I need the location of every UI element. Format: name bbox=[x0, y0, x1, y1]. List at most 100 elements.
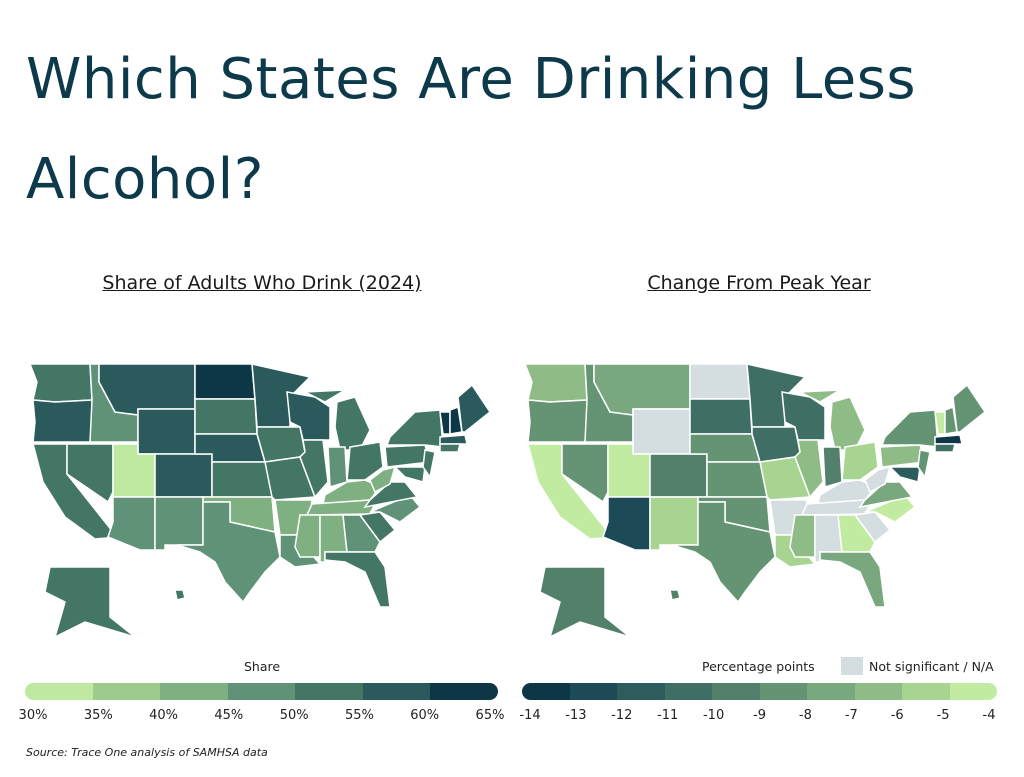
legend-swatch bbox=[92, 683, 161, 700]
state-tn bbox=[800, 499, 871, 516]
state-ms bbox=[294, 514, 321, 558]
legend-tick-label: -13 bbox=[565, 708, 587, 723]
state-ny bbox=[385, 409, 444, 448]
state-oh bbox=[346, 441, 384, 481]
state-mi bbox=[829, 396, 866, 451]
legend-tick-label: -12 bbox=[611, 708, 633, 723]
legend-swatch bbox=[160, 683, 228, 700]
state-nj bbox=[422, 449, 436, 479]
legend-swatch bbox=[854, 683, 902, 700]
not-significant-swatch bbox=[841, 657, 863, 675]
state-md bbox=[393, 466, 426, 483]
state-wa bbox=[523, 363, 588, 403]
not-significant-label: Not significant / N/A bbox=[869, 659, 994, 674]
legend-tick-label: 30% bbox=[18, 708, 48, 723]
legend-tick-label: -8 bbox=[798, 708, 812, 723]
state-ga bbox=[837, 514, 876, 553]
legend-swatch bbox=[295, 683, 363, 700]
state-hi bbox=[174, 589, 186, 601]
legend-tick-label: -7 bbox=[844, 708, 858, 723]
legend-tick-label: -14 bbox=[519, 708, 541, 723]
state-hi bbox=[669, 589, 681, 601]
legend-tick-label: -10 bbox=[702, 708, 725, 723]
share-legend-title: Share bbox=[244, 659, 281, 674]
legend-swatch bbox=[759, 683, 807, 700]
legend-swatch bbox=[949, 683, 997, 700]
state-md bbox=[888, 466, 921, 483]
state-co bbox=[649, 453, 708, 498]
state-ma bbox=[439, 434, 468, 445]
state-mt bbox=[593, 363, 691, 416]
legend-tick-label: 55% bbox=[344, 708, 374, 723]
state-tx bbox=[671, 501, 776, 604]
state-miu bbox=[797, 389, 841, 403]
state-az bbox=[107, 496, 156, 551]
legend-swatch bbox=[227, 683, 296, 700]
legend-swatch bbox=[902, 683, 950, 700]
state-az bbox=[602, 496, 651, 551]
state-me bbox=[952, 383, 987, 433]
state-me bbox=[457, 383, 492, 433]
state-ct bbox=[934, 443, 956, 453]
state-wv bbox=[369, 465, 397, 494]
state-wy bbox=[632, 408, 691, 455]
state-mi bbox=[334, 396, 371, 451]
share-map bbox=[28, 363, 492, 639]
legend-tick-label: -11 bbox=[657, 708, 679, 723]
change-map bbox=[523, 363, 987, 639]
state-in bbox=[822, 446, 843, 488]
state-nv bbox=[66, 443, 114, 504]
state-wa bbox=[28, 363, 93, 403]
state-ny bbox=[880, 409, 939, 448]
state-ct bbox=[439, 443, 461, 453]
legend-tick-label: 35% bbox=[83, 708, 113, 723]
legend-tick-label: 40% bbox=[149, 708, 179, 723]
state-oh bbox=[841, 441, 879, 481]
state-nm bbox=[649, 496, 699, 551]
state-il bbox=[794, 439, 824, 499]
left-map-title: Share of Adults Who Drink (2024) bbox=[102, 272, 422, 294]
state-sc bbox=[853, 511, 892, 544]
legend-tick-label: -5 bbox=[936, 708, 950, 723]
state-ak bbox=[539, 566, 631, 639]
page-title: Which States Are Drinking Less Alcohol? bbox=[26, 47, 917, 212]
legend-swatch bbox=[25, 683, 93, 700]
state-fl bbox=[324, 551, 391, 608]
legend-tick-label: -9 bbox=[753, 708, 766, 723]
share-legend-bar bbox=[25, 683, 498, 700]
legend-swatch bbox=[617, 683, 665, 700]
state-sc bbox=[358, 511, 397, 544]
state-miu bbox=[302, 389, 346, 403]
state-ak bbox=[44, 566, 136, 639]
state-tn bbox=[305, 499, 376, 516]
legend-swatch bbox=[712, 683, 760, 700]
state-mo bbox=[759, 456, 812, 501]
state-in bbox=[327, 446, 348, 488]
state-ks bbox=[706, 461, 768, 498]
state-ma bbox=[934, 434, 963, 445]
state-nd bbox=[689, 363, 751, 400]
state-mo bbox=[264, 456, 317, 501]
state-or bbox=[527, 399, 589, 443]
source-note: Source: Trace One analysis of SAMHSA dat… bbox=[26, 746, 268, 759]
state-nd bbox=[194, 363, 256, 400]
legend-swatch bbox=[664, 683, 712, 700]
right-map-title: Change From Peak Year bbox=[647, 272, 871, 294]
legend-swatch bbox=[522, 683, 570, 700]
state-ga bbox=[342, 514, 381, 553]
legend-swatch bbox=[430, 683, 498, 700]
state-fl bbox=[819, 551, 886, 608]
legend-tick-label: 45% bbox=[214, 708, 244, 723]
state-tx bbox=[176, 501, 281, 604]
state-il bbox=[299, 439, 329, 499]
legend-tick-label: 65% bbox=[475, 708, 505, 723]
state-or bbox=[32, 399, 94, 443]
legend-tick-label: 60% bbox=[410, 708, 440, 723]
legend-tick-label: -6 bbox=[890, 708, 904, 723]
state-co bbox=[154, 453, 213, 498]
state-ms bbox=[789, 514, 816, 558]
state-sd bbox=[689, 398, 753, 435]
legend-tick-label: -4 bbox=[982, 708, 996, 723]
state-wv bbox=[864, 465, 892, 494]
legend-swatch bbox=[362, 683, 431, 700]
